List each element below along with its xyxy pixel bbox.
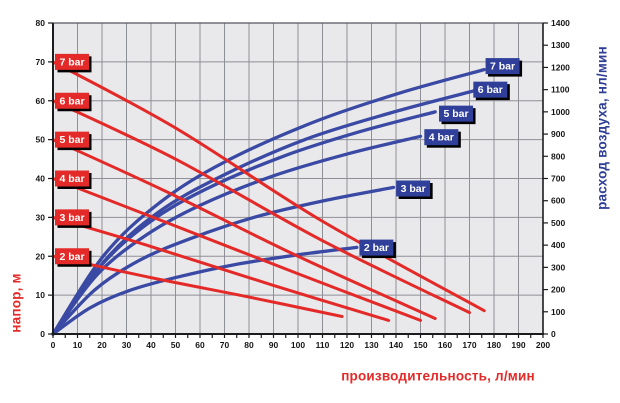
x-tick-label: 10 <box>73 340 83 350</box>
x-tick-label: 50 <box>171 340 181 350</box>
y-right-tick-label: 600 <box>551 196 565 206</box>
air-label-3-bar-text: 3 bar <box>401 183 426 195</box>
air-label-4-bar-box <box>424 129 459 146</box>
y-right-tick-label: 400 <box>551 240 565 250</box>
x-tick-label: 60 <box>195 340 205 350</box>
air-curve-3-bar <box>51 185 396 336</box>
y-left-tick-label: 70 <box>36 57 46 67</box>
x-tick-label: 90 <box>269 340 279 350</box>
y-right-tick-label: 300 <box>551 262 565 272</box>
x-tick-label: 160 <box>438 340 452 350</box>
y-left-tick-label: 20 <box>36 251 46 261</box>
y-left-tick-label: 30 <box>36 212 46 222</box>
head-label-7-bar-box <box>55 53 89 70</box>
x-tick-label: 100 <box>291 340 305 350</box>
y-right-tick-label: 900 <box>551 129 565 139</box>
y-left-axis-title: напор, м <box>8 273 24 333</box>
head-label-5-bar-text: 5 bar <box>59 134 84 146</box>
x-tick-label: 80 <box>244 340 254 350</box>
x-axis-title: производительность, л/мин <box>341 368 535 384</box>
head-label-2-bar-box <box>55 248 89 265</box>
head-curve-7-bar <box>51 60 486 313</box>
x-tick-label: 40 <box>146 340 156 350</box>
y-right-tick-label: 200 <box>551 285 565 295</box>
y-right-tick-label: 1300 <box>551 40 570 50</box>
x-tick-label: 130 <box>364 340 378 350</box>
x-tick-label: 150 <box>413 340 427 350</box>
x-tick-label: 0 <box>51 340 56 350</box>
air-curve-7-bar <box>51 68 486 336</box>
air-curve-4-bar <box>51 134 423 336</box>
y-right-tick-label: 100 <box>551 307 565 317</box>
x-tick-label: 30 <box>122 340 132 350</box>
y-left-tick-label: 0 <box>40 329 45 339</box>
head-curve-4-bar <box>51 177 422 322</box>
air-label-7-bar-text: 7 bar <box>490 61 515 73</box>
y-right-tick-label: 500 <box>551 218 565 228</box>
head-curve-6-bar <box>51 99 471 315</box>
y-right-tick-label: 1200 <box>551 62 570 72</box>
x-tick-label: 190 <box>511 340 525 350</box>
x-tick-label: 200 <box>536 340 550 350</box>
air-label-2-bar-box <box>359 239 394 256</box>
air-label-2-bar-text: 2 bar <box>364 242 389 254</box>
head-label-7-bar-text: 7 bar <box>59 56 84 68</box>
head-label-6-bar-text: 6 bar <box>59 95 84 107</box>
y-right-axis-title: расход воздуха, нл/мин <box>594 46 610 210</box>
air-label-3-bar-box <box>396 180 431 197</box>
y-right-tick-label: 1000 <box>551 107 570 117</box>
air-label-5-bar-text: 5 bar <box>443 108 468 120</box>
y-left-tick-label: 40 <box>36 174 46 184</box>
head-curve-5-bar <box>51 138 437 320</box>
y-right-tick-label: 1400 <box>551 18 570 28</box>
head-curve-3-bar <box>51 215 391 322</box>
y-left-tick-label: 10 <box>36 290 46 300</box>
y-right-tick-label: 1100 <box>551 85 570 95</box>
x-tick-label: 140 <box>389 340 403 350</box>
x-tick-label: 110 <box>316 340 330 350</box>
head-curve-2-bar <box>51 254 344 319</box>
y-left-tick-label: 80 <box>36 18 46 28</box>
head-label-4-bar-box <box>55 170 89 187</box>
x-tick-label: 170 <box>462 340 476 350</box>
head-label-2-bar-text: 2 bar <box>59 251 84 263</box>
air-label-6-bar-text: 6 bar <box>478 84 503 96</box>
head-label-3-bar-text: 3 bar <box>59 212 84 224</box>
x-tick-label: 180 <box>487 340 501 350</box>
y-right-tick-label: 0 <box>551 329 556 339</box>
y-right-tick-label: 700 <box>551 174 565 184</box>
head-label-6-bar-box <box>55 92 89 109</box>
head-label-4-bar-text: 4 bar <box>59 173 84 185</box>
air-label-7-bar-box <box>485 58 520 75</box>
y-left-tick-label: 50 <box>36 135 46 145</box>
x-tick-label: 20 <box>97 340 107 350</box>
head-label-5-bar-box <box>55 131 89 148</box>
x-tick-label: 70 <box>220 340 230 350</box>
air-label-6-bar-box <box>473 81 508 98</box>
x-tick-label: 120 <box>340 340 354 350</box>
y-left-tick-label: 60 <box>36 96 46 106</box>
air-label-4-bar-text: 4 bar <box>429 132 454 144</box>
head-label-3-bar-box <box>55 209 89 226</box>
air-label-5-bar-box <box>439 105 474 122</box>
y-right-tick-label: 800 <box>551 151 565 161</box>
